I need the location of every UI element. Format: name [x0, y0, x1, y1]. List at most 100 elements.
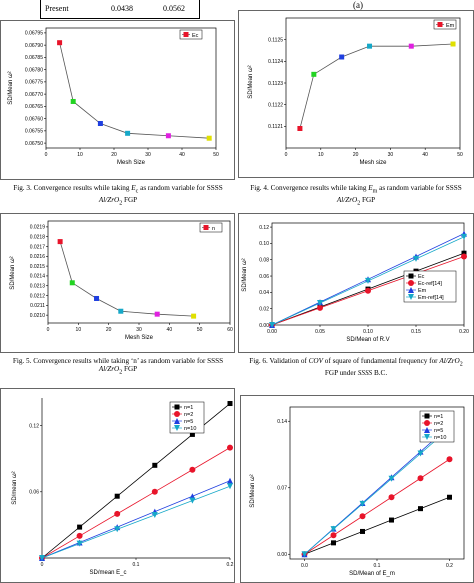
- caption-sub: m: [372, 188, 378, 195]
- data-point: [461, 250, 467, 256]
- legend-label: Ec-ref[14]: [418, 281, 442, 287]
- caption-text: Fig. 3. Convergence results while taking: [13, 184, 132, 192]
- data-point: [118, 308, 124, 314]
- data-point: [76, 532, 83, 539]
- y-tick-label: 0.0211: [30, 303, 45, 309]
- x-tick-label: 40: [422, 152, 428, 158]
- legend-box: [433, 19, 457, 30]
- legend-label: n: [212, 226, 215, 232]
- legend-marker: [424, 413, 430, 419]
- x-tick-label: 40: [179, 152, 185, 158]
- data-point: [57, 40, 63, 46]
- y-tick-label: 0.06780: [25, 67, 43, 73]
- data-point: [154, 311, 160, 317]
- x-tick-label: 0.10: [363, 329, 373, 335]
- y-tick-label: 0.06765: [25, 104, 43, 110]
- y-tick-label: 0.06775: [25, 80, 43, 86]
- x-axis-label: Mesh Size: [117, 160, 146, 166]
- y-axis-label: SD/Mean ω²: [10, 256, 16, 289]
- caption-text: FGP: [122, 195, 138, 204]
- y-tick-label: 0.0214: [30, 274, 46, 280]
- data-point: [297, 126, 303, 131]
- legend-marker: [408, 273, 414, 279]
- x-tick-label: 40: [167, 327, 173, 333]
- data-point: [330, 532, 337, 539]
- y-tick-label: 0.06: [259, 274, 269, 280]
- x-tick-label: 30: [388, 152, 394, 158]
- y-axis-label: SD/Mean ω²: [242, 258, 248, 291]
- y-tick-label: 0.10: [259, 241, 269, 247]
- legend-marker: [174, 404, 180, 410]
- data-point: [57, 239, 63, 245]
- x-axis-label: SD/Mean of R.V: [346, 337, 389, 343]
- series-line: [304, 458, 450, 555]
- caption-text: Fig. 6. Validation of: [249, 357, 309, 365]
- series-line: [304, 496, 450, 555]
- y-tick-label: 0.0216: [30, 254, 46, 260]
- x-tick-label: 30: [136, 327, 142, 333]
- figure-3-panel: 0 10 20 30 40 50 0.06795 0.06790 0.06785 0.06780 0…: [0, 20, 235, 180]
- data-point: [76, 540, 83, 547]
- legend-label: Em: [418, 288, 427, 294]
- figure-4-panel: 0 10 20 30 40 50 0.1125 0.1124 0.1123 0.1122 0.112…: [238, 10, 474, 178]
- legend-box: [199, 222, 223, 233]
- data-point: [191, 313, 197, 319]
- data-point: [114, 510, 121, 517]
- data-point: [189, 497, 196, 504]
- legend-marker: [437, 22, 443, 27]
- series-line: [41, 485, 231, 559]
- caption-text: of square of fundamental frequency for: [323, 357, 440, 365]
- x-tick-label: 0.1: [133, 562, 140, 568]
- series-line: [59, 42, 210, 139]
- y-tick-label: 0.12: [29, 423, 39, 429]
- y-axis-label: SD/Mean ω²: [248, 65, 254, 98]
- y-tick-label: 0.0215: [30, 264, 46, 270]
- y-tick-label: 0.1121: [268, 124, 283, 130]
- y-axis-label: SD/mean ω²: [12, 471, 18, 504]
- plot-area: [285, 17, 461, 149]
- y-tick-label: 0.14: [277, 419, 287, 425]
- figure-3-caption: Fig. 3. Convergence results while taking…: [2, 184, 234, 208]
- y-tick-label: 0.0218: [30, 234, 46, 240]
- caption-material: Al/ZrO: [98, 195, 120, 204]
- figure-border: [0, 20, 235, 180]
- caption-sub: 2: [459, 361, 463, 368]
- caption-bc: SSSS: [357, 368, 373, 377]
- data-point: [446, 456, 453, 463]
- y-tick-label: 0.04: [259, 290, 269, 296]
- y-tick-label: 0.06785: [25, 55, 43, 61]
- data-point: [365, 277, 371, 284]
- x-tick-label: 0.20: [459, 329, 469, 335]
- x-tick-label: 0.2: [227, 562, 234, 568]
- y-tick-label: 0.06755: [25, 129, 43, 135]
- series-line: [41, 480, 231, 559]
- data-point: [97, 121, 103, 127]
- y-tick-label: 0.0212: [30, 293, 46, 299]
- x-axis-label: Mesh Size: [125, 335, 154, 341]
- x-tick-label: 0.00: [267, 329, 277, 335]
- x-tick-label: 0.1: [374, 563, 381, 569]
- x-tick-label: 0.0: [301, 563, 308, 569]
- data-point: [408, 43, 414, 49]
- table-value-2: 0.0562: [163, 4, 185, 13]
- data-point: [114, 526, 121, 533]
- results-table-fragment: Present 0.0438 0.0562: [40, 0, 200, 19]
- caption-symbol: E: [368, 184, 373, 192]
- legend-marker: [408, 294, 414, 300]
- x-tick-label: 20: [111, 152, 117, 158]
- data-point: [367, 43, 373, 49]
- x-axis-label: Mesh size: [359, 160, 387, 166]
- y-tick-label: 0.0219: [30, 225, 46, 231]
- caption-text: as random variable for SSSS: [377, 184, 462, 192]
- caption-symbol: E: [131, 184, 136, 192]
- data-point: [269, 322, 275, 328]
- x-tick-label: 50: [197, 327, 203, 333]
- legend-marker: [174, 425, 180, 431]
- legend-label: n=1: [434, 414, 443, 420]
- legend-marker: [183, 32, 189, 37]
- y-tick-label: 0.06750: [25, 141, 43, 147]
- caption-text: B.C.: [372, 368, 388, 377]
- legend-label: Em: [446, 23, 455, 29]
- data-point: [125, 130, 131, 136]
- legend-marker: [174, 418, 180, 424]
